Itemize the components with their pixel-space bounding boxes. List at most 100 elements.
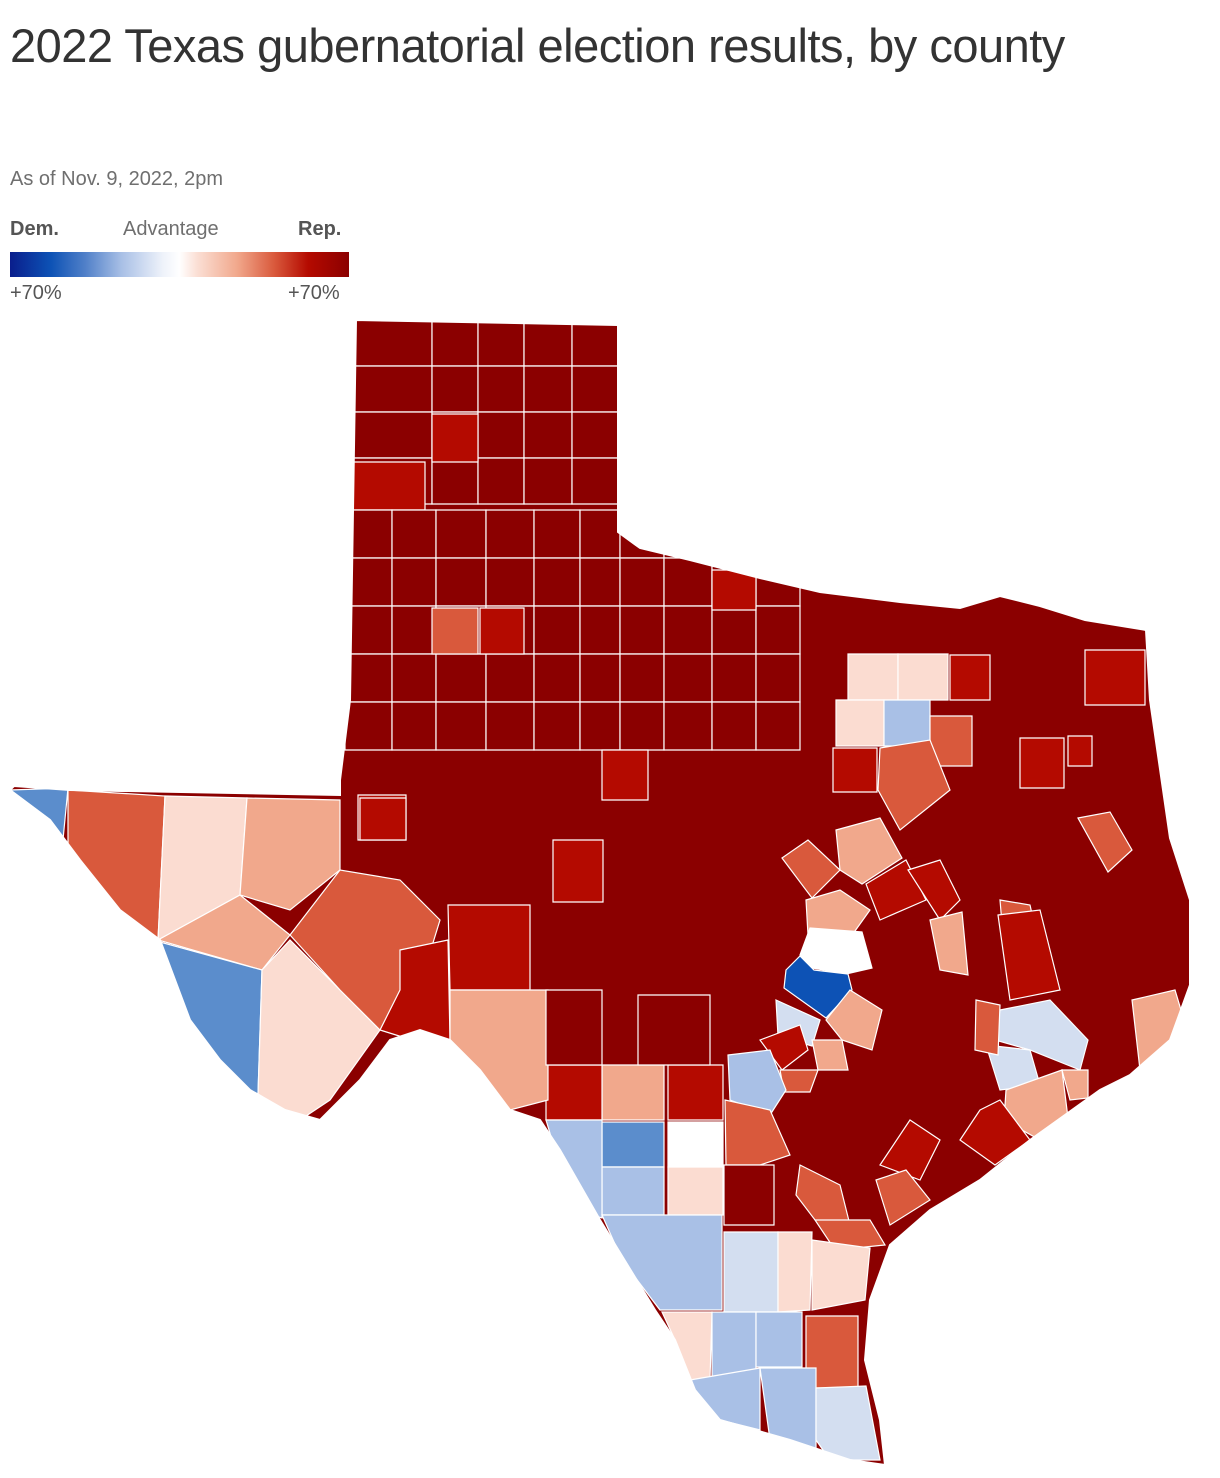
county-shape — [723, 1164, 775, 1226]
county-shape — [344, 701, 393, 751]
county-shape — [711, 509, 757, 559]
county-shape — [391, 509, 437, 559]
county-shape — [897, 653, 949, 701]
county-shape — [619, 605, 665, 655]
county-shape — [391, 701, 437, 751]
county-shape — [431, 320, 479, 367]
county-shape — [359, 797, 407, 841]
county-shape — [759, 1024, 809, 1071]
county-shape — [485, 701, 535, 751]
county-shape — [435, 557, 487, 607]
county-shape — [523, 411, 573, 459]
county-shape — [755, 509, 801, 559]
county-shape — [533, 509, 581, 559]
county-shape — [879, 1119, 941, 1181]
county-shape — [449, 989, 549, 1111]
county-shape — [533, 605, 581, 655]
county-shape — [601, 1064, 665, 1121]
county-shape — [663, 557, 713, 607]
county-shape — [485, 509, 535, 559]
county-shape — [523, 457, 573, 505]
county-shape — [477, 320, 525, 367]
county-shape — [601, 1121, 665, 1168]
county-shape — [431, 457, 479, 505]
county-shape — [811, 1239, 871, 1311]
county-shape — [533, 701, 581, 751]
county-shape — [601, 749, 649, 801]
chart-subtitle: As of Nov. 9, 2022, 2pm — [10, 168, 224, 190]
county-shape — [391, 653, 437, 703]
county-shape — [755, 1311, 803, 1368]
county-shape — [523, 365, 573, 413]
county-shape — [431, 413, 479, 463]
county-shape — [847, 653, 899, 701]
county-shape — [579, 605, 621, 655]
county-shape — [435, 701, 487, 751]
county-shape — [755, 605, 801, 655]
county-shape — [835, 817, 903, 885]
county-shape — [907, 859, 961, 921]
county-shape — [533, 557, 581, 607]
county-shape — [346, 461, 426, 511]
county-shape — [435, 509, 487, 559]
county-shape — [949, 654, 991, 701]
county-shape — [391, 557, 437, 607]
county-shape — [67, 789, 166, 942]
county-shape — [601, 1214, 723, 1311]
county-shape — [431, 365, 479, 413]
county-shape — [523, 320, 573, 367]
county-shape — [533, 653, 581, 703]
county-shape — [875, 1169, 931, 1226]
county-shape — [545, 1064, 603, 1121]
county-shape — [835, 699, 885, 747]
county-shape — [781, 839, 841, 899]
county-shape — [391, 605, 437, 655]
county-shape — [571, 320, 621, 367]
county-shape — [619, 701, 665, 751]
county-shape — [825, 989, 883, 1051]
county-shape — [929, 911, 969, 976]
county-shape — [619, 509, 665, 559]
county-shape — [351, 320, 433, 367]
county-shape — [1084, 649, 1146, 706]
county-shape — [711, 701, 757, 751]
county-shape — [552, 839, 604, 903]
county-shape — [239, 797, 341, 911]
county-shape — [579, 701, 621, 751]
county-shape — [545, 989, 603, 1066]
county-shape — [755, 653, 801, 703]
county-shape — [435, 653, 487, 703]
county-shape — [619, 653, 665, 703]
county-shape — [811, 1039, 849, 1071]
chart-title: 2022 Texas gubernatorial election result… — [10, 19, 1065, 72]
county-shape — [479, 607, 525, 655]
county-shape — [832, 747, 878, 793]
county-shape — [974, 999, 1001, 1056]
county-shape — [755, 701, 801, 751]
county-shape — [723, 1231, 779, 1313]
county-shape — [477, 457, 525, 505]
county-shape — [711, 605, 757, 655]
county-shape — [883, 699, 931, 747]
county-shape — [667, 1064, 724, 1121]
county-shape — [663, 509, 713, 559]
county-shape — [571, 411, 621, 459]
county-shape — [571, 365, 621, 413]
county-shape — [351, 365, 433, 413]
county-shape — [663, 605, 713, 655]
county-shape — [351, 411, 433, 459]
county-shape — [805, 889, 871, 939]
legend-rep-label: Rep. — [298, 218, 342, 240]
county-shape — [571, 457, 621, 505]
county-shape — [667, 1166, 724, 1216]
legend-min-label: +70% — [10, 282, 62, 304]
county-shape — [759, 1367, 817, 1451]
county-shape — [1067, 735, 1093, 767]
county-shape — [959, 1099, 1031, 1166]
texas-outline — [8, 318, 1191, 1467]
county-shape — [637, 994, 711, 1066]
county-shape — [727, 1049, 787, 1116]
county-shape — [997, 909, 1061, 1001]
county-shape — [579, 509, 621, 559]
